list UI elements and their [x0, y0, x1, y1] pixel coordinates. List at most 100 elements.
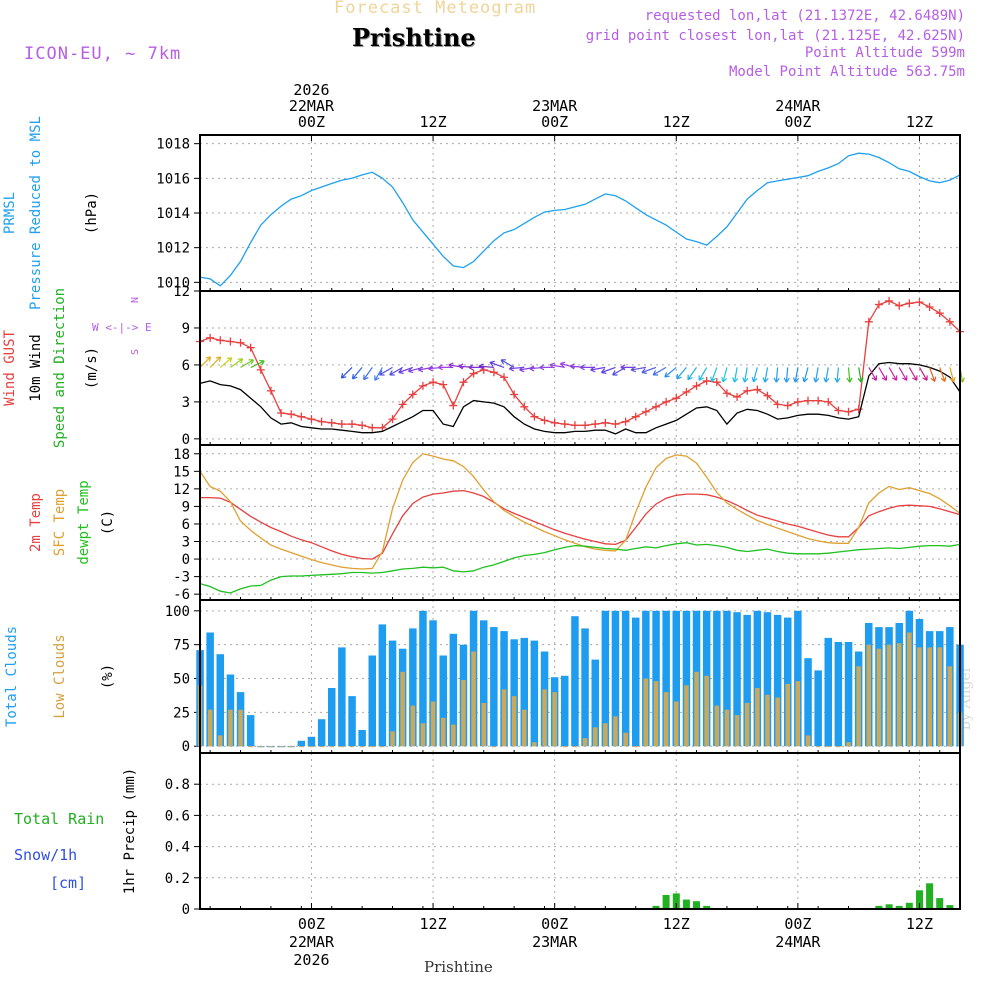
y-tick-label: -6	[173, 587, 190, 603]
panel-label: 10m Wind	[28, 334, 44, 401]
bottom-time-label: 12Z	[420, 915, 447, 933]
gust-marker	[489, 368, 498, 377]
low-cloud-bar	[593, 727, 598, 747]
wind-direction-arrow	[792, 367, 800, 383]
low-cloud-bar	[866, 644, 871, 747]
bottom-time-label: 24MAR	[775, 933, 821, 951]
y-tick-label: 1018	[156, 137, 190, 153]
bottom-time-label: 23MAR	[532, 933, 578, 951]
panel-frame	[199, 290, 961, 446]
low-cloud-bar	[663, 692, 669, 747]
gust-marker	[652, 402, 660, 411]
gust-marker	[581, 421, 590, 430]
low-cloud-bar	[532, 742, 537, 747]
gust-marker	[550, 418, 559, 427]
wind-direction-arrow	[918, 367, 928, 381]
top-time-label: 12Z	[663, 113, 690, 131]
gust-marker	[895, 301, 904, 310]
panel-label: Wind GUST	[2, 330, 18, 406]
low-cloud-bar	[370, 746, 375, 748]
gust-marker	[631, 412, 640, 421]
panel-label: SFC Temp	[52, 489, 68, 556]
low-cloud-bar	[653, 681, 659, 747]
panel-label: Speed and Direction	[52, 288, 68, 448]
total-cloud-bar	[753, 610, 762, 747]
gust-marker	[793, 397, 802, 406]
low-cloud-bar	[724, 709, 730, 747]
low-cloud-bar	[380, 746, 385, 748]
gust-marker	[722, 389, 731, 398]
low-cloud-bar	[218, 735, 223, 747]
gust-marker	[864, 317, 873, 326]
low-cloud-bar	[947, 666, 953, 747]
y-tick-label: 50	[173, 672, 190, 688]
rain-legend: Total Rain	[14, 810, 104, 828]
gust-marker	[733, 392, 742, 401]
low-cloud-bar	[572, 746, 578, 748]
low-cloud-bar	[836, 746, 841, 748]
panel-label: PRMSL	[2, 192, 18, 234]
y-tick-label: 1012	[156, 241, 190, 257]
low-cloud-bar	[907, 632, 912, 747]
gust-marker	[672, 394, 681, 403]
precip-axis-label: 1hr Precip (mm)	[122, 768, 138, 894]
total-cloud-bar	[338, 647, 346, 747]
low-cloud-bar	[552, 692, 557, 747]
total-cloud-bar	[449, 633, 458, 747]
low-cloud-bar	[795, 681, 801, 747]
wind-direction-arrow	[398, 366, 414, 374]
total-cloud-bar	[317, 719, 326, 747]
wind-direction-arrow	[802, 367, 809, 383]
gust-marker	[226, 337, 235, 346]
low-cloud-bar	[319, 746, 324, 748]
low-cloud-bar	[582, 738, 588, 747]
total-cloud-bar	[804, 658, 812, 747]
wind-direction-arrow	[687, 367, 697, 381]
gust-marker	[449, 401, 458, 410]
gust-marker	[297, 412, 306, 421]
gust-marker	[368, 423, 377, 432]
low-cloud-bar	[359, 746, 365, 748]
compass-we: W <-|-> E	[92, 321, 152, 334]
wind-direction-arrow	[773, 367, 780, 383]
wind-direction-arrow	[898, 367, 908, 381]
y-tick-label: 25	[173, 705, 190, 721]
wind-direction-arrow	[240, 359, 255, 368]
panel-wind: 0 3 6 9 12 Wind GUST 10m Wind Speed and Directi…	[2, 284, 965, 448]
low-cloud-bar	[927, 647, 932, 747]
gust-marker	[824, 397, 833, 406]
total-cloud-bar	[368, 655, 376, 747]
rain-bar	[905, 902, 913, 909]
wind-direction-arrow	[751, 367, 758, 383]
wind-direction-arrow	[908, 367, 918, 381]
total-cloud-bar	[733, 612, 741, 747]
total-cloud-bar	[419, 610, 427, 747]
total-cloud-bar	[307, 736, 316, 747]
top-time-label: 00Z	[784, 113, 811, 131]
bottom-time-label: 12Z	[906, 915, 933, 933]
low-cloud-bar	[684, 685, 689, 747]
panel-clouds: 0 25 50 75 100 Total Clouds Low Clouds (%)	[4, 599, 964, 755]
wind-direction-arrow	[929, 367, 937, 382]
total-cloud-bar	[490, 627, 498, 747]
low-cloud-bar	[228, 709, 233, 747]
gust-marker	[601, 418, 610, 427]
gust-marker	[641, 407, 650, 416]
gust-marker	[621, 417, 630, 426]
top-time-label: 00Z	[298, 113, 325, 131]
low-cloud-bar	[744, 702, 750, 747]
faded-title: Forecast Meteogram	[334, 0, 537, 18]
y-tick-label: 0	[182, 432, 190, 448]
top-time-label: 12Z	[906, 113, 933, 131]
wind-direction-arrow	[878, 367, 888, 381]
wind-direction-arrow	[519, 366, 535, 373]
panel-label: Low Clouds	[52, 634, 68, 718]
low-cloud-bar	[400, 671, 405, 747]
wind-direction-arrow	[783, 367, 790, 383]
gust-marker	[743, 386, 752, 395]
wind-direction-arrow	[489, 360, 505, 368]
total-cloud-bar	[378, 624, 387, 747]
y-tick-label: 1014	[156, 206, 190, 222]
y-tick-label: 0	[182, 902, 190, 918]
total-cloud-bar	[743, 614, 751, 747]
